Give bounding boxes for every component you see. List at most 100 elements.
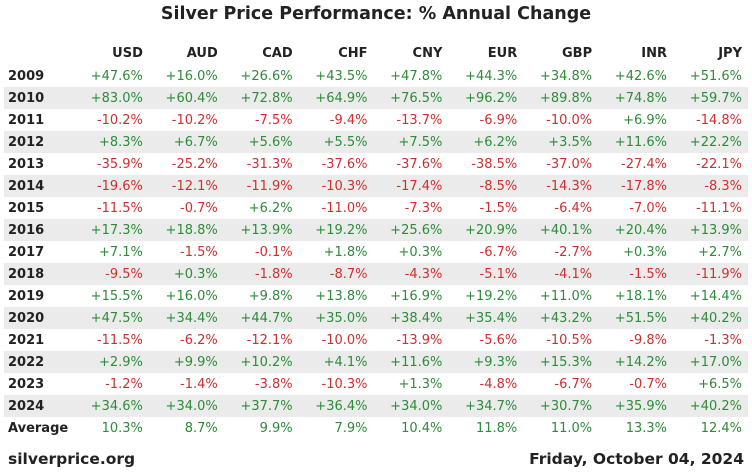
table-row-2019: 2019 +15.5% +16.0% +9.8% +13.8% +16.9% +19.2% +… (4, 285, 748, 307)
table-cell: +83.0% (74, 87, 149, 109)
table-cell: +17.3% (74, 219, 149, 241)
table-cell: -12.1% (148, 175, 224, 197)
year-label: 2023 (8, 376, 45, 392)
table-cell: -1.4% (180, 376, 218, 392)
table-cell: +0.3% (398, 244, 443, 260)
table-cell: +5.5% (298, 131, 374, 153)
year-label: 2010 (4, 87, 74, 109)
table-cell: -7.5% (254, 112, 293, 128)
table-cell: -10.5% (546, 332, 593, 348)
table-cell: +34.8% (539, 68, 593, 84)
table-row-2016: 2016 +17.3% +18.8% +13.9% +19.2% +25.6% +20.9%… (4, 219, 748, 241)
table-cell: +38.4% (373, 307, 449, 329)
average-cell: 9.9% (259, 420, 293, 436)
table-cell: -14.8% (696, 112, 742, 128)
table-cell: -35.9% (96, 156, 143, 172)
table-cell: +35.9% (598, 395, 673, 417)
performance-table: USD AUD CAD CHF CNY EUR GBP INR JPY 2009 +47.6% +1… (4, 41, 748, 439)
average-cell: 11.8% (475, 420, 518, 436)
table-cell: -37.6% (396, 156, 443, 172)
table-cell: +13.9% (673, 219, 748, 241)
table-cell: -13.7% (396, 112, 443, 128)
table-cell: +18.1% (614, 288, 667, 304)
table-cell: +47.5% (74, 307, 149, 329)
table-cell: -9.8% (629, 332, 667, 348)
table-cell: -27.4% (621, 156, 667, 172)
year-label: 2015 (8, 200, 45, 216)
table-cell: -37.0% (546, 156, 593, 172)
table-cell: +6.2% (448, 131, 524, 153)
year-label: 2016 (4, 219, 74, 241)
table-cell: +44.3% (465, 68, 518, 84)
table-cell: +6.7% (148, 131, 224, 153)
table-cell: +16.0% (165, 68, 218, 84)
table-cell: +15.3% (523, 351, 599, 373)
year-column-header (4, 41, 74, 65)
column-header-usd: USD (112, 45, 143, 61)
table-cell: -13.9% (396, 332, 443, 348)
table-cell: -7.3% (404, 200, 443, 216)
table-row-2012: 2012 +8.3% +6.7% +5.6% +5.5% +7.5% +6.2% +3.5% +… (4, 131, 748, 153)
table-cell: -1.2% (105, 376, 143, 392)
table-cell: -17.8% (598, 175, 673, 197)
table-cell: -9.4% (329, 112, 368, 128)
table-cell: +64.9% (298, 87, 374, 109)
table-cell: +10.2% (223, 351, 299, 373)
table-cell: +37.7% (223, 395, 299, 417)
table-row-2014: 2014 -19.6% -12.1% -11.9% -10.3% -17.4% -8.5% -… (4, 175, 748, 197)
table-cell: -10.3% (321, 376, 368, 392)
table-cell: +11.6% (598, 131, 673, 153)
table-cell: +40.2% (673, 307, 748, 329)
table-cell: -9.5% (74, 263, 149, 285)
table-row-2017: 2017 +7.1% -1.5% -0.1% +1.8% +0.3% -6.7% -2.7% +… (4, 241, 748, 263)
year-label: 2019 (8, 288, 45, 304)
table-cell: -11.1% (696, 200, 742, 216)
column-header-cad: CAD (262, 45, 293, 61)
table-cell: +42.6% (614, 68, 667, 84)
table-cell: +20.9% (448, 219, 524, 241)
table-cell: -1.3% (704, 332, 742, 348)
table-cell: +4.1% (298, 351, 374, 373)
table-cell: -0.1% (254, 244, 293, 260)
column-header-jpy: JPY (718, 45, 742, 61)
table-row-2024: 2024 +34.6% +34.0% +37.7% +36.4% +34.0% +34.7%… (4, 395, 748, 417)
table-cell: +19.2% (298, 219, 374, 241)
table-cell: +30.7% (523, 395, 599, 417)
table-cell: -6.2% (180, 332, 218, 348)
average-cell: 13.3% (625, 420, 667, 436)
average-row: Average 10.3% 8.7% 9.9% 7.9% 10.4% 11.8% 11.0% 1… (4, 417, 748, 439)
year-label: 2011 (8, 112, 45, 128)
table-cell: +19.2% (465, 288, 518, 304)
table-row-2023: 2023 -1.2% -1.4% -3.8% -10.3% +1.3% -4.8% -6.7%… (4, 373, 748, 395)
average-cell: 10.3% (101, 420, 143, 436)
table-cell: -4.8% (479, 376, 518, 392)
table-cell: +22.2% (673, 131, 748, 153)
table-cell: +43.5% (315, 68, 368, 84)
table-cell: +59.7% (673, 87, 748, 109)
table-row-2015: 2015 -11.5% -0.7% +6.2% -11.0% -7.3% -1.5% -6.4… (4, 197, 748, 219)
year-label: 2024 (4, 395, 74, 417)
chart-title: Silver Price Performance: % Annual Chang… (160, 4, 592, 24)
table-cell: +9.3% (448, 351, 524, 373)
table-cell: -11.5% (96, 200, 143, 216)
table-cell: -7.0% (629, 200, 667, 216)
table-row-2018: 2018 -9.5% +0.3% -1.8% -8.7% -4.3% -5.1% -4.1% -… (4, 263, 748, 285)
table-cell: -6.4% (554, 200, 593, 216)
year-label: 2018 (4, 263, 74, 285)
header-row: USD AUD CAD CHF CNY EUR GBP INR JPY (4, 41, 748, 65)
table-cell: +26.6% (240, 68, 293, 84)
column-header-cny: CNY (412, 45, 443, 61)
year-label: 2022 (4, 351, 74, 373)
table-row-2009: 2009 +47.6% +16.0% +26.6% +43.5% +47.8% +44.3%… (4, 65, 748, 87)
table-cell: +36.4% (298, 395, 374, 417)
table-cell: +7.5% (373, 131, 449, 153)
table-cell: +40.1% (523, 219, 599, 241)
table-cell: +74.8% (598, 87, 673, 109)
date-label: Friday, October 04, 2024 (529, 450, 744, 468)
source-label: silverprice.org (8, 450, 136, 468)
table-cell: +51.6% (689, 68, 742, 84)
table-cell: +9.9% (148, 351, 224, 373)
table-cell: +89.8% (523, 87, 599, 109)
table-cell: -0.7% (180, 200, 218, 216)
table-cell: +11.6% (373, 351, 449, 373)
